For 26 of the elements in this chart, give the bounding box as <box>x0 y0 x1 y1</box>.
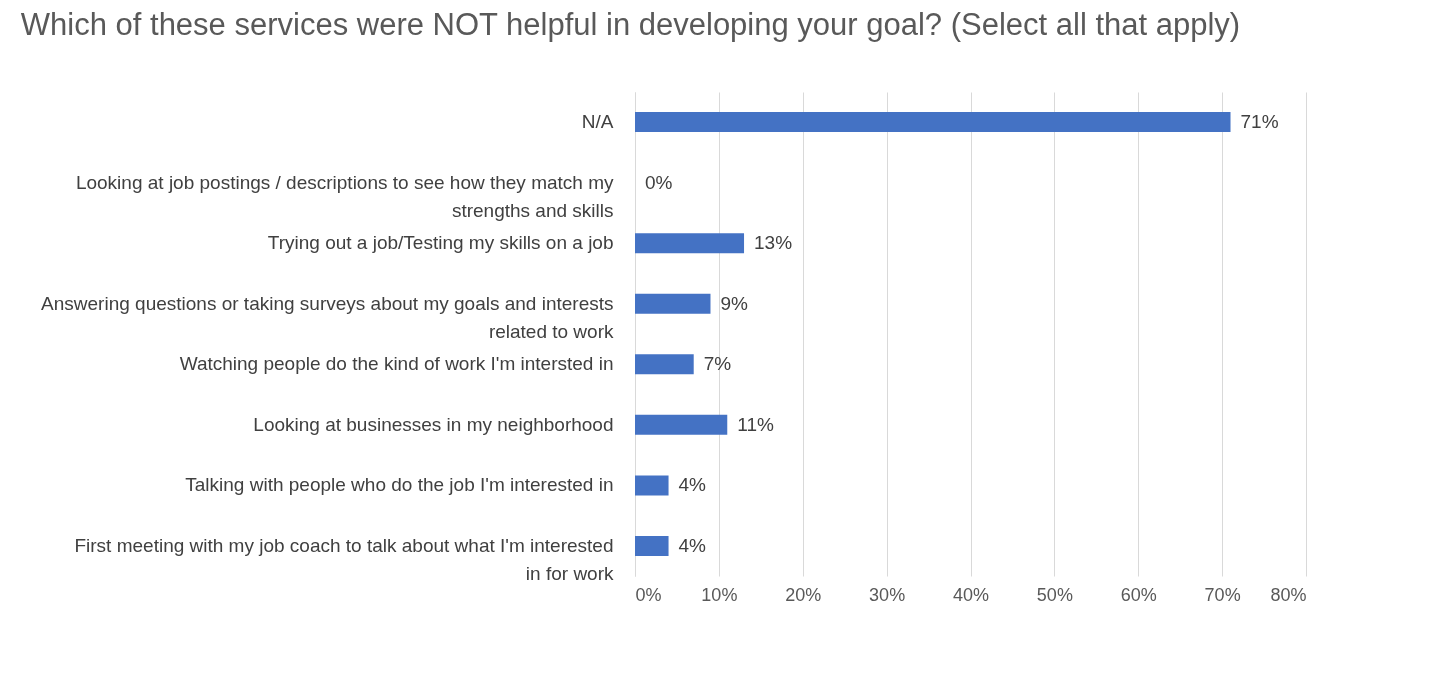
x-tick-label: 70% <box>1204 584 1241 605</box>
x-tick-label: 60% <box>1120 584 1157 605</box>
data-label: 4% <box>678 535 707 557</box>
y-tick-label: Watching people do the kind of work I'm intersted in <box>179 353 614 375</box>
x-tick-label: 0% <box>635 584 662 605</box>
data-label: 71% <box>1240 110 1279 132</box>
data-label: 7% <box>703 353 732 375</box>
x-tick-label: 40% <box>952 584 990 605</box>
y-tick-label: Looking at businesses in my neighborhood <box>253 413 614 435</box>
data-label: 4% <box>678 474 707 496</box>
y-tick-label: Trying out a job/Testing my skills on a job <box>267 232 614 254</box>
y-tick-label: Looking at job postings / descriptions to see how they match my strengths and skills <box>75 171 614 221</box>
x-tick-label: 30% <box>869 584 906 605</box>
x-tick-label: 50% <box>1036 584 1073 605</box>
y-tick-label: Talking with people who do the job I'm interested in <box>185 474 614 496</box>
y-tick-label: N/A <box>581 110 614 132</box>
data-label: 9% <box>720 292 749 314</box>
data-label: 13% <box>754 232 793 254</box>
y-tick-label: Answering questions or taking surveys about my goals and interests related to work <box>41 292 614 342</box>
data-label: 0% <box>645 171 673 193</box>
x-tick-label: 20% <box>785 584 822 605</box>
data-label: 11% <box>737 413 774 435</box>
x-tick-label: 10% <box>701 584 738 605</box>
chart-title: Which of these services were NOT helpful in developing your goal? (Select all that apply) <box>20 7 1241 42</box>
x-tick-label: 80% <box>1270 584 1307 605</box>
y-tick-label: First meeting with my job coach to talk about what I'm interested in for work <box>74 535 614 585</box>
